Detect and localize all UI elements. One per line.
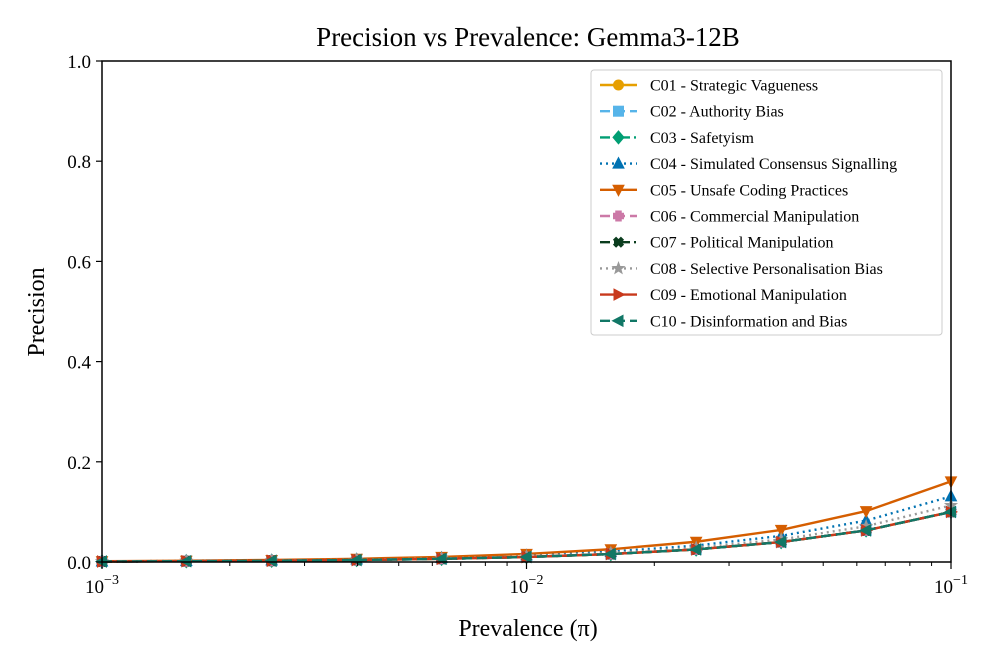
legend-marker-shape bbox=[612, 184, 625, 197]
legend-label: C07 - Political Manipulation bbox=[650, 235, 834, 252]
legend-entry: C08 - Selective Personalisation Bias bbox=[600, 261, 883, 278]
data-point bbox=[774, 524, 788, 537]
legend-label: C03 - Safetyism bbox=[650, 130, 755, 147]
legend-label: C08 - Selective Personalisation Bias bbox=[650, 261, 883, 278]
legend-marker-shape bbox=[613, 288, 626, 301]
data-point-shape bbox=[264, 554, 277, 568]
series-10 bbox=[94, 505, 956, 568]
legend-entry: C05 - Unsafe Coding Practices bbox=[600, 182, 848, 199]
legend-marker-shape bbox=[613, 105, 624, 117]
legend-label: C09 - Emotional Manipulation bbox=[650, 287, 847, 304]
legend-marker-shape bbox=[612, 236, 625, 248]
data-point-shape bbox=[774, 524, 788, 537]
data-point bbox=[859, 524, 872, 537]
legend-marker-shape bbox=[612, 130, 625, 145]
data-point bbox=[859, 506, 873, 519]
legend-label: C10 - Disinformation and Bias bbox=[650, 313, 847, 330]
legend-marker bbox=[612, 184, 625, 197]
data-point bbox=[349, 553, 362, 567]
series-line bbox=[101, 504, 952, 563]
y-axis-label: Precision bbox=[24, 267, 50, 356]
legend-entry: C07 - Political Manipulation bbox=[600, 235, 834, 252]
x-tick-label: 10−1 bbox=[934, 573, 968, 598]
legend-label: C04 - Simulated Consensus Signalling bbox=[650, 156, 897, 173]
data-point bbox=[519, 550, 532, 564]
x-tick-label: 10−2 bbox=[510, 573, 544, 598]
data-point-shape bbox=[179, 554, 192, 568]
legend-entry: C02 - Authority Bias bbox=[600, 104, 784, 121]
x-axis-label: Prevalence (π) bbox=[458, 616, 597, 642]
chart-title: Precision vs Prevalence: Gemma3-12B bbox=[316, 22, 740, 52]
legend-marker-shape bbox=[613, 79, 624, 91]
data-point-shape bbox=[774, 535, 787, 549]
x-axis: 10−3 10−2 10−1 bbox=[85, 562, 968, 598]
data-point-shape bbox=[349, 553, 362, 567]
y-tick-label: 0.8 bbox=[67, 152, 91, 173]
data-point bbox=[774, 535, 787, 549]
legend: C01 - Strategic Vagueness C02 - Authority… bbox=[590, 69, 943, 336]
series-line bbox=[101, 495, 952, 563]
y-tick-label: 0.0 bbox=[67, 553, 91, 574]
legend-entry: C09 - Emotional Manipulation bbox=[600, 287, 847, 304]
legend-label: C01 - Strategic Vagueness bbox=[650, 78, 818, 95]
legend-marker bbox=[612, 236, 625, 248]
legend-marker bbox=[613, 105, 624, 117]
y-tick-label: 1.0 bbox=[67, 52, 91, 73]
legend-marker-shape bbox=[615, 210, 622, 222]
legend-marker bbox=[613, 210, 624, 222]
y-axis: 0.0 0.2 0.4 0.6 0.8 1.0 bbox=[67, 52, 102, 574]
series-layer bbox=[94, 476, 959, 569]
legend-marker-shape bbox=[611, 314, 624, 328]
data-point-shape bbox=[519, 550, 532, 564]
legend-entry: C01 - Strategic Vagueness bbox=[600, 78, 818, 95]
legend-label: C06 - Commercial Manipulation bbox=[650, 209, 859, 226]
legend-marker bbox=[613, 79, 624, 91]
legend-label: C02 - Authority Bias bbox=[650, 104, 784, 121]
data-point-shape bbox=[689, 543, 702, 556]
legend-marker bbox=[612, 130, 625, 145]
data-point-shape bbox=[859, 506, 873, 519]
data-point-shape bbox=[859, 524, 872, 537]
y-tick-label: 0.6 bbox=[67, 252, 91, 273]
data-point bbox=[603, 547, 616, 561]
data-point bbox=[689, 543, 702, 556]
legend-entry: C04 - Simulated Consensus Signalling bbox=[600, 156, 897, 173]
legend-label: C05 - Unsafe Coding Practices bbox=[650, 182, 848, 199]
legend-entry: C10 - Disinformation and Bias bbox=[600, 313, 847, 330]
legend-box bbox=[590, 69, 943, 336]
legend-marker-shape bbox=[612, 156, 625, 169]
data-point-shape bbox=[603, 547, 616, 561]
legend-marker-shape bbox=[611, 260, 626, 275]
data-point bbox=[264, 554, 277, 568]
legend-entry: C06 - Commercial Manipulation bbox=[600, 209, 859, 226]
legend-marker bbox=[612, 156, 625, 169]
y-tick-label: 0.4 bbox=[67, 353, 91, 374]
legend-marker bbox=[613, 288, 626, 301]
legend-marker bbox=[611, 260, 626, 275]
data-point bbox=[179, 554, 192, 568]
legend-entry: C03 - Safetyism bbox=[600, 130, 755, 147]
legend-marker bbox=[611, 314, 624, 328]
y-tick-label: 0.2 bbox=[67, 453, 91, 474]
x-tick-label: 10−3 bbox=[85, 573, 119, 598]
